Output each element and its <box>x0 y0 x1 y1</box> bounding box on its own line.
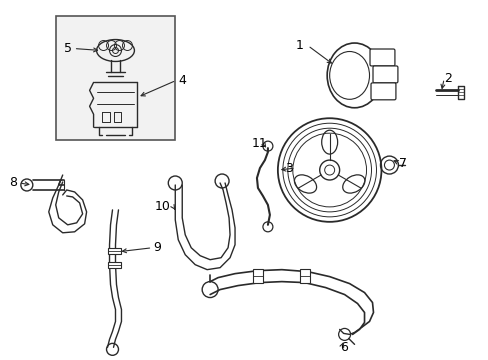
Text: 4: 4 <box>178 74 186 87</box>
Text: 11: 11 <box>251 137 267 150</box>
Text: 3: 3 <box>285 162 292 175</box>
Text: 6: 6 <box>339 341 347 354</box>
FancyBboxPatch shape <box>372 66 397 83</box>
FancyBboxPatch shape <box>369 49 394 66</box>
Text: 2: 2 <box>443 72 451 85</box>
Text: 8: 8 <box>9 176 17 189</box>
Text: 10: 10 <box>154 201 170 213</box>
Bar <box>299 269 309 283</box>
Bar <box>107 262 121 268</box>
Text: 7: 7 <box>399 157 407 170</box>
Bar <box>107 248 121 254</box>
FancyBboxPatch shape <box>370 83 395 100</box>
Bar <box>56 15 175 140</box>
Text: 1: 1 <box>295 39 303 52</box>
Bar <box>252 269 263 283</box>
Text: 5: 5 <box>63 42 72 55</box>
Text: 9: 9 <box>153 241 161 254</box>
